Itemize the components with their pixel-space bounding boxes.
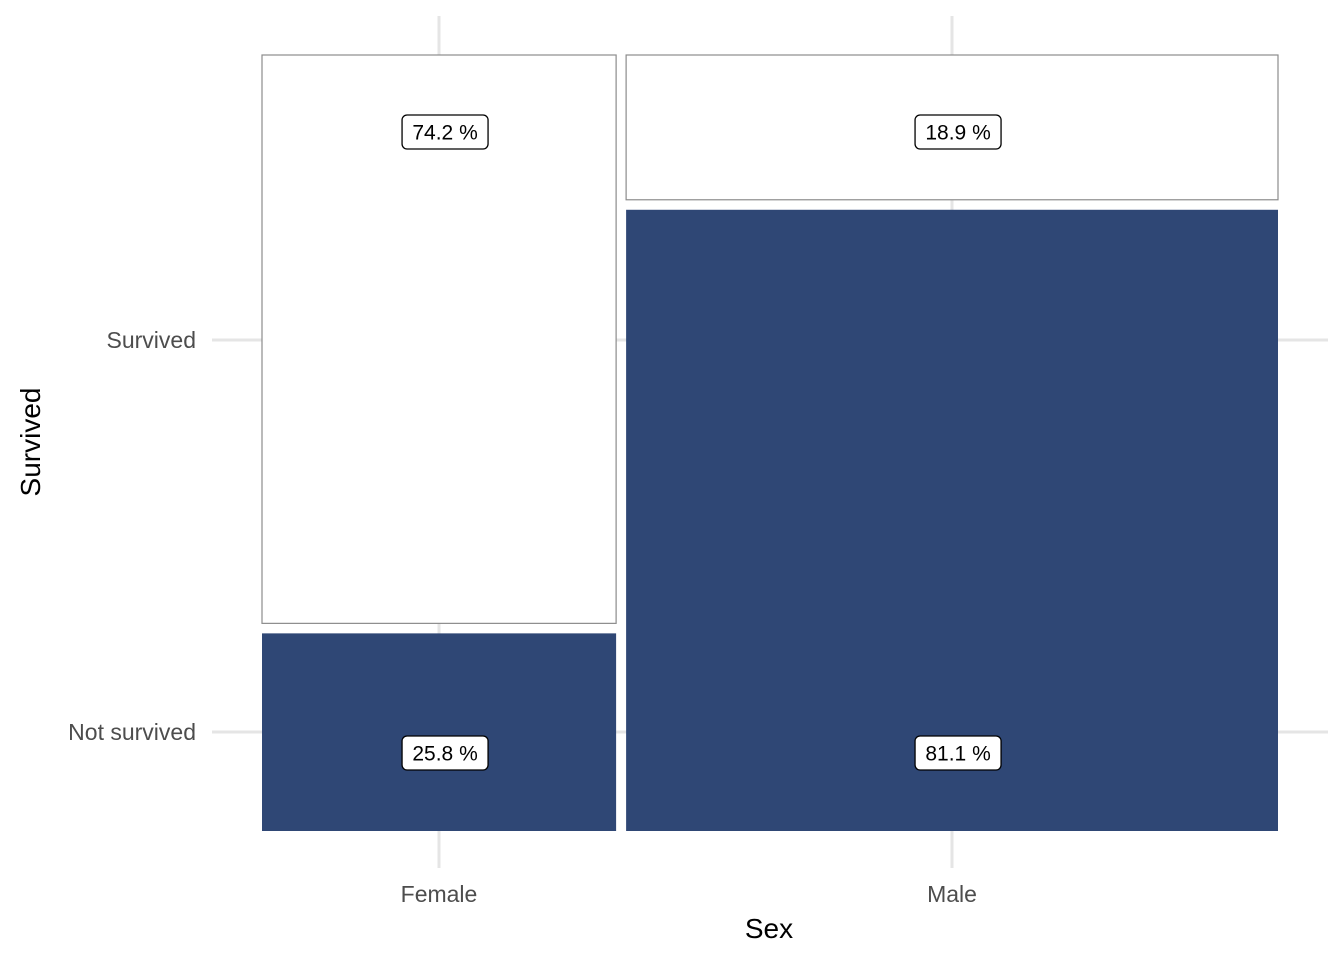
percent-label-text: 25.8 % xyxy=(412,743,477,766)
percent-label-female-survived: 74.2 % xyxy=(401,114,489,150)
tile-female-not-survived xyxy=(262,633,617,831)
y-tick-label-not-survived: Not survived xyxy=(68,719,196,745)
tile-male-not-survived xyxy=(626,209,1278,832)
tick-labels: Female Male Survived Not survived xyxy=(68,327,977,907)
mosaic-tiles xyxy=(261,54,1279,832)
x-tick-label-male: Male xyxy=(927,881,977,907)
percent-label-box xyxy=(914,735,1002,771)
percent-label-text: 74.2 % xyxy=(412,122,477,145)
tile-female-survived xyxy=(261,54,617,624)
percent-labels: 74.2 % 25.8 % 18.9 % 81.1 % xyxy=(401,114,1002,771)
percent-label-text: 18.9 % xyxy=(925,122,990,145)
y-axis-title: Survived xyxy=(15,388,46,497)
percent-label-box xyxy=(401,114,489,150)
x-tick-label-female: Female xyxy=(401,881,478,907)
percent-label-male-survived: 18.9 % xyxy=(914,114,1002,150)
percent-label-box xyxy=(401,735,489,771)
percent-label-box xyxy=(914,114,1002,150)
x-axis-title: Sex xyxy=(745,913,793,944)
percent-label-female-not-survived: 25.8 % xyxy=(401,735,489,771)
y-tick-label-survived: Survived xyxy=(107,327,196,353)
percent-label-text: 81.1 % xyxy=(925,743,990,766)
percent-label-male-not-survived: 81.1 % xyxy=(914,735,1002,771)
